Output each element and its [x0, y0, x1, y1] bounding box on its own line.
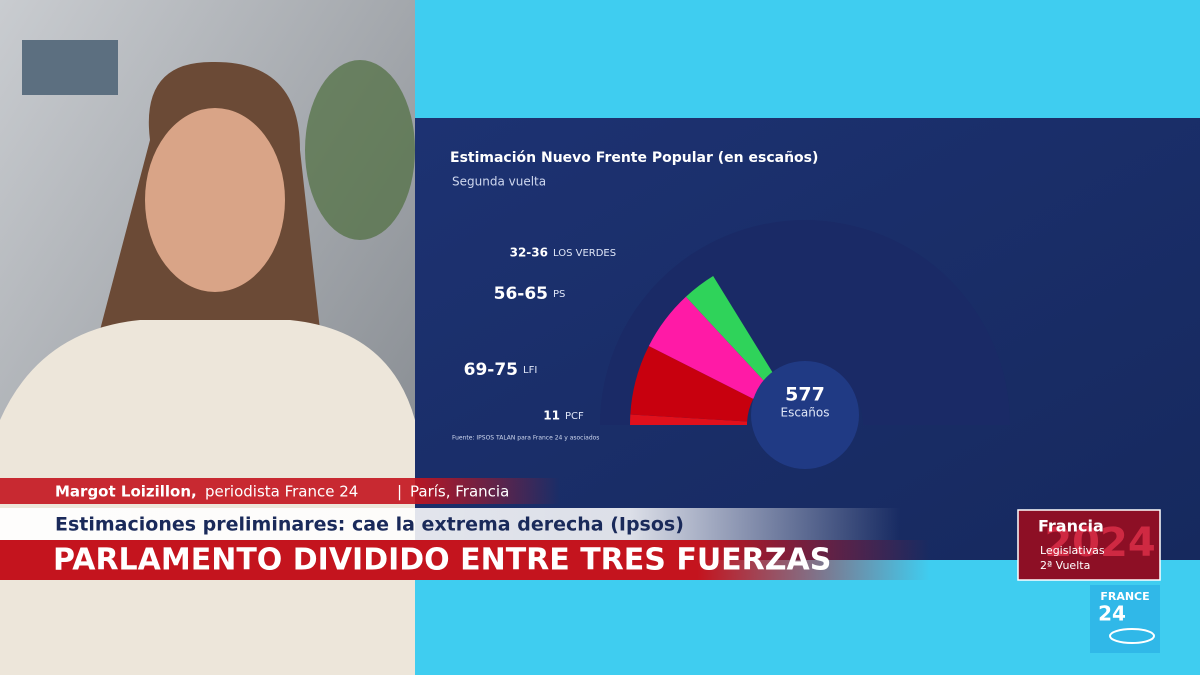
center-disc	[751, 361, 859, 469]
total-seats: 577	[785, 384, 825, 406]
party-segment	[648, 296, 766, 399]
plant	[305, 60, 415, 240]
chart-subtitle: Segunda vuelta	[452, 175, 546, 189]
chart-source: Fuente: IPSOS TALAN para France 24 y aso…	[452, 435, 599, 442]
seat-range-label: 11	[543, 409, 560, 423]
badge-country: Francia	[1038, 517, 1104, 536]
reporter-name: Margot Loizillon,	[55, 483, 197, 501]
kicker-band	[0, 508, 900, 540]
badge-line2: 2ª Vuelta	[1040, 559, 1090, 572]
headline-band	[0, 540, 930, 580]
seat-range-label: 69-75	[464, 360, 518, 380]
reporter-place: París, Francia	[410, 483, 509, 501]
party-segment	[630, 414, 748, 425]
separator: |	[397, 483, 402, 501]
chart: Estimación Nuevo Frente Popular (en esca…	[450, 150, 1010, 469]
badge-line1: Legislativas	[1040, 544, 1105, 557]
studio-screen	[22, 40, 118, 95]
logo-number: 24	[1098, 602, 1126, 626]
reporter-role: periodista France 24	[205, 483, 358, 501]
logo-brand: FRANCE	[1100, 590, 1149, 603]
party-segment	[685, 276, 775, 383]
name-band	[0, 478, 560, 504]
badge-year: 2024	[1044, 520, 1155, 566]
presenter-face	[145, 108, 285, 292]
headline: PARLAMENTO DIVIDIDO ENTRE TRES FUERZAS	[53, 543, 831, 578]
seat-range-label: 32-36	[510, 246, 548, 260]
party-label: PCF	[565, 411, 584, 422]
logo-ring	[1109, 628, 1155, 644]
election-badge	[1017, 509, 1161, 581]
party-label: PS	[553, 289, 565, 300]
party-label: LOS VERDES	[553, 248, 616, 259]
chart-title: Estimación Nuevo Frente Popular (en esca…	[450, 150, 818, 166]
party-label: LFI	[523, 365, 537, 376]
seat-range-label: 56-65	[494, 284, 548, 304]
party-segment	[630, 346, 754, 422]
kicker: Estimaciones preliminares: cae la extrem…	[55, 514, 684, 536]
total-label: Escaños	[781, 406, 830, 420]
